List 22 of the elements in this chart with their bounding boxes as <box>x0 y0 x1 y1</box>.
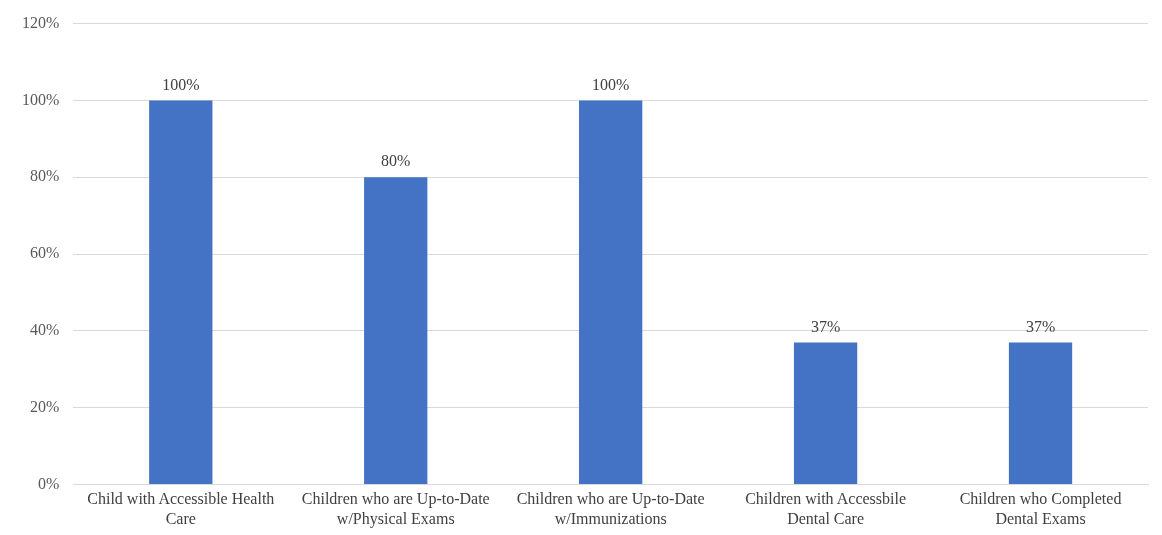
y-tick-label: 100% <box>22 90 60 108</box>
bar <box>364 177 428 485</box>
y-tick-label: 80% <box>30 167 60 185</box>
x-tick-label: Children with Accessbile Dental Care <box>745 490 907 527</box>
data-label: 100% <box>592 75 630 93</box>
data-label: 100% <box>162 75 200 93</box>
y-tick-label: 40% <box>30 321 60 339</box>
bar <box>793 342 858 485</box>
bar <box>579 100 643 485</box>
y-tick-label: 120% <box>22 13 60 31</box>
data-label: 80% <box>381 152 411 170</box>
x-tick-label: Children who are Up-to-Date w/Physical Exams <box>301 490 490 528</box>
y-tick-label: 0% <box>38 474 60 492</box>
bar <box>149 100 213 485</box>
bar <box>1008 342 1073 485</box>
x-tick-label: Children who Completed Dental Exams <box>959 490 1122 527</box>
data-label: 37% <box>810 317 841 335</box>
x-tick-label: Child with Accessible Health Care <box>87 490 275 527</box>
y-tick-label: 20% <box>30 397 60 415</box>
y-tick-label: 60% <box>30 244 60 262</box>
x-tick-label: Children who are Up-to-Date w/Immunizations <box>516 490 705 527</box>
data-label: 37% <box>1025 317 1056 335</box>
